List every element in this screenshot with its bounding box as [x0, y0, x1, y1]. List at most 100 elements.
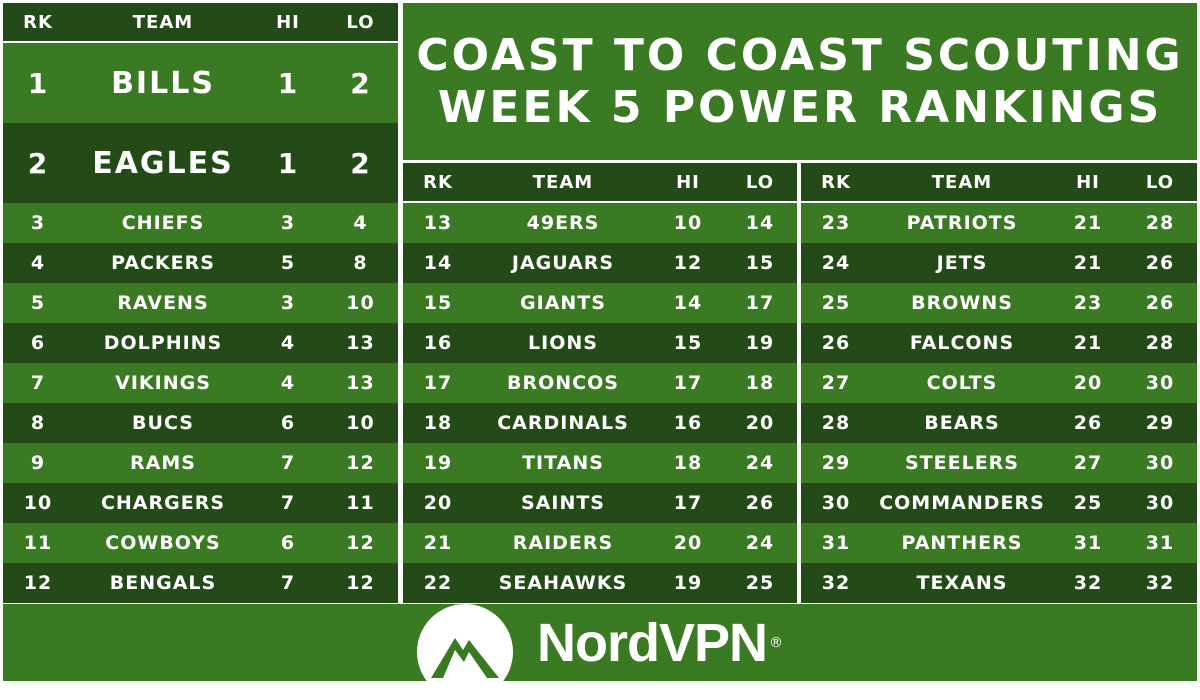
team-cell: Giants — [520, 292, 606, 314]
rank-cell: 32 — [821, 572, 851, 594]
header-hi: HI — [1076, 171, 1100, 193]
lo-cell: 19 — [745, 332, 775, 354]
table-row: 30 Commanders 25 30 — [801, 483, 1197, 523]
lo-cell: 15 — [745, 252, 775, 274]
team-cell: Jets — [936, 252, 988, 274]
team-cell: Chiefs — [121, 212, 205, 234]
team-cell: Bills — [111, 65, 215, 101]
lo-cell: 24 — [745, 452, 775, 474]
hi-cell: 10 — [673, 212, 703, 234]
rank-cell: 10 — [23, 492, 53, 514]
rank-cell: 17 — [423, 372, 453, 394]
hi-cell: 7 — [280, 572, 296, 594]
table-row: 23 Patriots 21 28 — [801, 203, 1197, 243]
header-team: TEAM — [132, 11, 194, 33]
team-cell: Jaguars — [511, 252, 615, 274]
lo-cell: 4 — [353, 212, 368, 234]
table-header: RK TEAM HI LO — [403, 163, 797, 201]
hi-cell: 21 — [1073, 332, 1103, 354]
team-cell: Browns — [911, 292, 1013, 314]
rank-cell: 18 — [423, 412, 453, 434]
lo-cell: 30 — [1145, 492, 1175, 514]
team-cell: Ravens — [117, 292, 209, 314]
header-team: TEAM — [931, 171, 993, 193]
lo-cell: 20 — [745, 412, 775, 434]
hi-cell: 6 — [280, 532, 296, 554]
table-row: 31 Panthers 31 31 — [801, 523, 1197, 563]
rank-cell: 27 — [821, 372, 851, 394]
rank-cell: 29 — [821, 452, 851, 474]
rank-cell: 20 — [423, 492, 453, 514]
table-row: 4 Packers 5 8 — [3, 243, 398, 283]
team-cell: Chargers — [100, 492, 226, 514]
rank-cell: 19 — [423, 452, 453, 474]
lo-cell: 11 — [346, 492, 375, 514]
lo-cell: 26 — [1145, 292, 1175, 314]
rank-cell: 14 — [423, 252, 453, 274]
header-team: TEAM — [532, 171, 594, 193]
team-cell: Cowboys — [105, 532, 221, 554]
hi-cell: 1 — [277, 146, 299, 180]
table-row: 12 Bengals 7 12 — [3, 563, 398, 603]
hi-cell: 32 — [1073, 572, 1103, 594]
hi-cell: 21 — [1073, 252, 1103, 274]
hi-cell: 1 — [277, 66, 299, 100]
hi-cell: 25 — [1073, 492, 1103, 514]
lo-cell: 24 — [745, 532, 775, 554]
team-cell: Dolphins — [103, 332, 223, 354]
hi-cell: 20 — [673, 532, 703, 554]
header-hi: HI — [676, 171, 700, 193]
lo-cell: 32 — [1145, 572, 1175, 594]
hi-cell: 7 — [280, 452, 296, 474]
hi-cell: 3 — [280, 212, 296, 234]
header-hi: HI — [276, 11, 300, 33]
table-row: 6 Dolphins 4 13 — [3, 323, 398, 363]
lo-cell: 18 — [745, 372, 775, 394]
lo-cell: 12 — [346, 572, 375, 594]
table-header: RK TEAM HI LO — [801, 163, 1197, 201]
table-row: 29 Steelers 27 30 — [801, 443, 1197, 483]
hi-cell: 26 — [1073, 412, 1103, 434]
nordvpn-mountain-icon — [416, 603, 513, 700]
table-row: 21 Raiders 20 24 — [403, 523, 797, 563]
rank-cell: 21 — [423, 532, 453, 554]
header-lo: LO — [745, 171, 775, 193]
hi-cell: 20 — [1073, 372, 1103, 394]
rank-cell: 31 — [821, 532, 851, 554]
team-cell: Raiders — [512, 532, 614, 554]
hi-cell: 5 — [280, 252, 296, 274]
rank-cell: 13 — [423, 212, 453, 234]
team-cell: Falcons — [909, 332, 1015, 354]
rank-cell: 30 — [821, 492, 851, 514]
team-cell: Cardinals — [497, 412, 629, 434]
table-row: 19 Titans 18 24 — [403, 443, 797, 483]
rank-cell: 22 — [423, 572, 453, 594]
table-row: 8 Bucs 6 10 — [3, 403, 398, 443]
table-row: 9 Rams 7 12 — [3, 443, 398, 483]
hi-cell: 7 — [280, 492, 296, 514]
table-row: 13 49ers 10 14 — [403, 203, 797, 243]
rank-cell: 3 — [30, 212, 46, 234]
rank-cell: 23 — [821, 212, 851, 234]
hi-cell: 18 — [673, 452, 703, 474]
team-cell: 49ers — [526, 212, 600, 234]
lo-cell: 12 — [346, 532, 375, 554]
rankings-table-3: RK TEAM HI LO 23 Patriots 21 28 24 Jets 21 26 25 Brow… — [801, 163, 1197, 603]
lo-cell: 14 — [745, 212, 775, 234]
team-cell: Titans — [522, 452, 604, 474]
table-row: 26 Falcons 21 28 — [801, 323, 1197, 363]
rank-cell: 11 — [23, 532, 53, 554]
lo-cell: 10 — [346, 292, 375, 314]
hi-cell: 23 — [1073, 292, 1103, 314]
title-line-2: Week 5 Power Rankings — [437, 81, 1163, 133]
team-cell: Bears — [924, 412, 1000, 434]
team-cell: Texans — [916, 572, 1008, 594]
rank-cell: 12 — [23, 572, 53, 594]
team-cell: Panthers — [901, 532, 1023, 554]
sponsor-brand: NordVPN — [536, 612, 768, 673]
hi-cell: 17 — [673, 492, 703, 514]
team-cell: Rams — [130, 452, 196, 474]
hi-cell: 16 — [673, 412, 703, 434]
table-row: 1 Bills 1 2 — [3, 43, 398, 123]
table-row: 28 Bears 26 29 — [801, 403, 1197, 443]
